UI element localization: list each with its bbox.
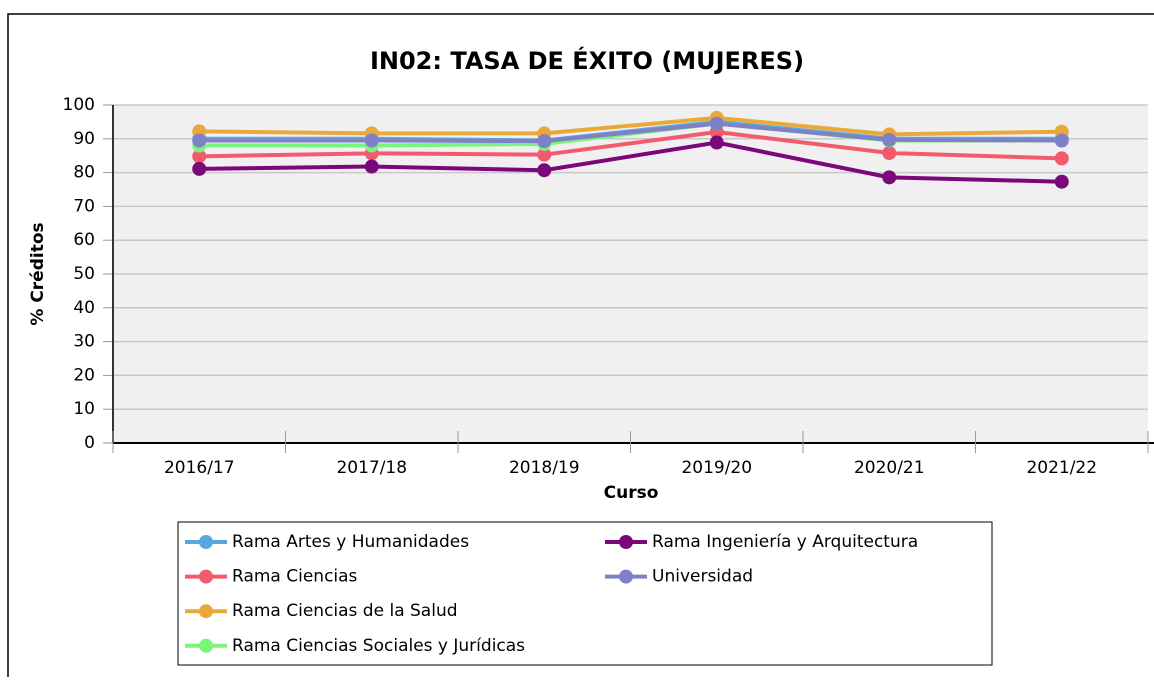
y-tick-label: 60: [73, 230, 95, 250]
data-point: [192, 149, 207, 164]
x-tick-label: 2016/17: [164, 458, 235, 478]
data-point: [192, 133, 207, 148]
y-tick-label: 10: [73, 399, 95, 419]
series-line: [199, 140, 1062, 184]
legend-label: Universidad: [652, 567, 753, 587]
data-point: [537, 163, 552, 178]
legend-swatch-dot: [199, 604, 213, 619]
legend-label: Rama Ciencias de la Salud: [232, 601, 458, 621]
y-tick-label: 30: [73, 332, 95, 352]
legend-swatch-dot: [199, 535, 213, 549]
legend-box: [177, 521, 993, 666]
x-tick-label: 2019/20: [681, 458, 752, 478]
legend-label: Rama Ciencias Sociales y Jurídicas: [232, 636, 525, 656]
data-point: [364, 133, 379, 148]
legend-swatch-dot: [619, 569, 633, 584]
y-tick-label: 70: [73, 196, 95, 216]
data-point: [1054, 174, 1069, 189]
data-point: [537, 147, 552, 162]
legend-label: Rama Ciencias: [232, 567, 358, 587]
series-line: [199, 130, 1062, 161]
legend-swatch-dot: [199, 638, 213, 653]
data-point: [1054, 151, 1069, 166]
legend-label: Rama Ingeniería y Arquitectura: [652, 532, 918, 552]
y-tick-label: 20: [73, 365, 95, 385]
data-point: [1054, 133, 1069, 148]
legend-swatch-dot: [619, 535, 633, 549]
y-tick-label: 0: [84, 433, 95, 453]
data-point: [537, 134, 552, 149]
data-point: [364, 159, 379, 174]
x-tick-label: 2017/18: [336, 458, 407, 478]
y-axis-title: % Créditos: [28, 222, 48, 325]
data-point: [882, 170, 897, 185]
data-point: [709, 135, 724, 150]
y-tick-label: 90: [73, 129, 95, 149]
legend-swatch-dot: [199, 569, 213, 584]
y-tick-label: 80: [73, 163, 95, 183]
data-point: [882, 132, 897, 147]
x-tick-label: 2021/22: [1026, 458, 1097, 478]
series-line: [199, 115, 1062, 137]
chart-title: IN02: TASA DE ÉXITO (MUJERES): [370, 46, 804, 75]
y-tick-label: 50: [73, 264, 95, 284]
y-tick-label: 100: [63, 95, 95, 115]
data-point: [709, 116, 724, 131]
x-tick-label: 2018/19: [509, 458, 580, 478]
data-point: [192, 161, 207, 176]
series-line: [199, 121, 1062, 144]
data-point: [882, 145, 897, 160]
frame: [7, 13, 1154, 677]
y-tick-label: 40: [73, 298, 95, 318]
legend-label: Rama Artes y Humanidades: [232, 532, 469, 552]
x-tick-label: 2020/21: [854, 458, 925, 478]
x-axis-title: Curso: [604, 483, 659, 503]
